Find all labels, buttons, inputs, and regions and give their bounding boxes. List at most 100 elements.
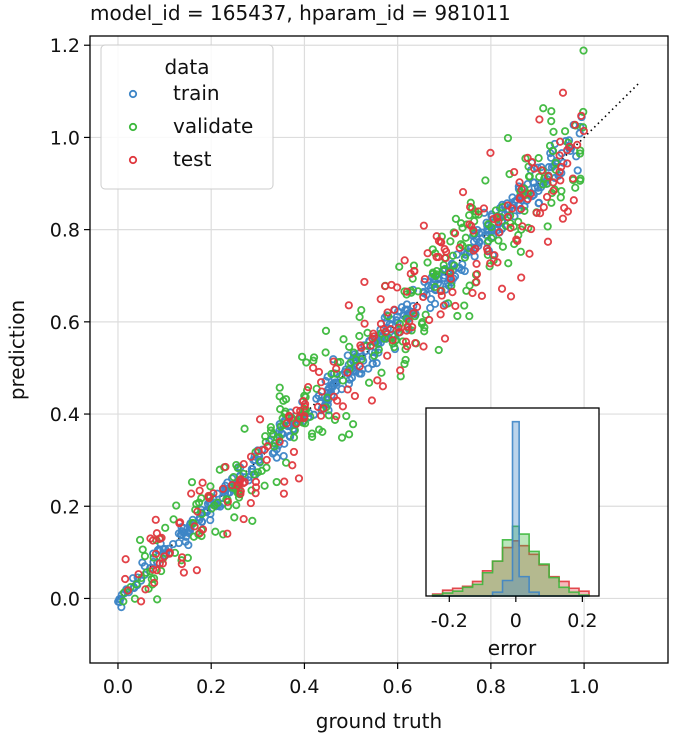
point-validate (308, 432, 317, 441)
point-validate (339, 335, 348, 344)
point-validate (556, 193, 565, 202)
point-test (338, 402, 347, 411)
y-tick-label: 0.6 (50, 312, 80, 334)
point-test (472, 270, 482, 279)
point-validate (138, 545, 147, 554)
point-test (466, 202, 475, 212)
point-test (366, 341, 375, 350)
point-validate (431, 282, 440, 292)
point-test (151, 549, 161, 559)
point-test (317, 387, 326, 396)
point-validate (370, 351, 379, 360)
point-validate (281, 395, 291, 404)
point-test (471, 244, 480, 253)
point-test (299, 414, 309, 423)
point-test (493, 213, 502, 222)
point-test (198, 525, 208, 534)
point-test (409, 309, 418, 318)
point-test (134, 570, 143, 579)
point-test (155, 559, 164, 568)
point-validate (261, 432, 270, 441)
point-validate (401, 355, 410, 365)
point-test (401, 337, 411, 346)
point-test (198, 478, 207, 487)
point-test (367, 396, 377, 405)
point-validate (384, 312, 393, 321)
point-test (223, 497, 232, 506)
point-test (355, 362, 364, 371)
point-test (423, 249, 432, 258)
point-validate (357, 305, 366, 315)
point-validate (327, 369, 336, 379)
point-test (558, 214, 568, 223)
point-test (360, 319, 369, 328)
point-test (149, 565, 158, 574)
point-validate (206, 482, 215, 491)
point-validate (453, 311, 462, 321)
point-train (430, 299, 440, 308)
point-validate (270, 439, 279, 448)
point-validate (240, 424, 249, 433)
point-test (343, 385, 352, 394)
point-train (169, 539, 178, 549)
point-test (279, 489, 289, 498)
point-validate (377, 368, 386, 377)
point-validate (434, 345, 443, 355)
point-train (197, 517, 207, 527)
point-validate (432, 270, 441, 279)
point-validate (446, 237, 455, 246)
point-validate (504, 259, 513, 268)
point-test (458, 187, 468, 197)
point-validate (345, 342, 354, 351)
point-test (190, 522, 199, 531)
point-validate (514, 217, 523, 226)
point-validate (314, 425, 324, 434)
inset-frame (425, 407, 600, 597)
point-test (477, 291, 487, 300)
point-validate (338, 376, 348, 385)
point-test (204, 493, 214, 503)
point-test (121, 555, 130, 564)
point-validate (210, 501, 219, 510)
point-test (239, 514, 248, 524)
chart-title: model_id = 165437, hparam_id = 981011 (90, 1, 511, 25)
point-train (285, 431, 294, 440)
point-test (378, 382, 388, 391)
point-test (565, 142, 574, 151)
point-test (390, 305, 399, 314)
point-validate (248, 516, 257, 525)
point-test (557, 162, 566, 172)
point-train (213, 489, 222, 498)
point-test (332, 412, 341, 421)
legend-label-train: train (173, 81, 220, 105)
point-test (280, 477, 289, 486)
point-validate (337, 433, 347, 442)
point-test (439, 301, 448, 310)
point-validate (498, 242, 507, 251)
point-validate (516, 247, 525, 256)
point-test (440, 334, 450, 343)
point-validate (539, 104, 548, 113)
point-test (577, 111, 586, 120)
point-test (573, 140, 582, 149)
point-test (493, 258, 502, 267)
y-axis-label: prediction (5, 300, 29, 400)
point-test (403, 342, 412, 351)
point-test (527, 158, 537, 167)
point-test (549, 186, 558, 195)
point-test (255, 415, 265, 424)
point-test (152, 566, 161, 575)
point-validate (276, 405, 285, 414)
point-validate (450, 261, 459, 270)
point-validate (307, 429, 317, 438)
point-test (569, 196, 578, 205)
point-test (526, 189, 535, 198)
point-validate (395, 262, 404, 271)
point-test (236, 489, 245, 498)
point-test (517, 185, 526, 194)
point-test (410, 267, 419, 276)
point-test (314, 367, 324, 377)
point-train (475, 237, 484, 246)
point-test (383, 308, 392, 317)
point-test (555, 151, 564, 160)
